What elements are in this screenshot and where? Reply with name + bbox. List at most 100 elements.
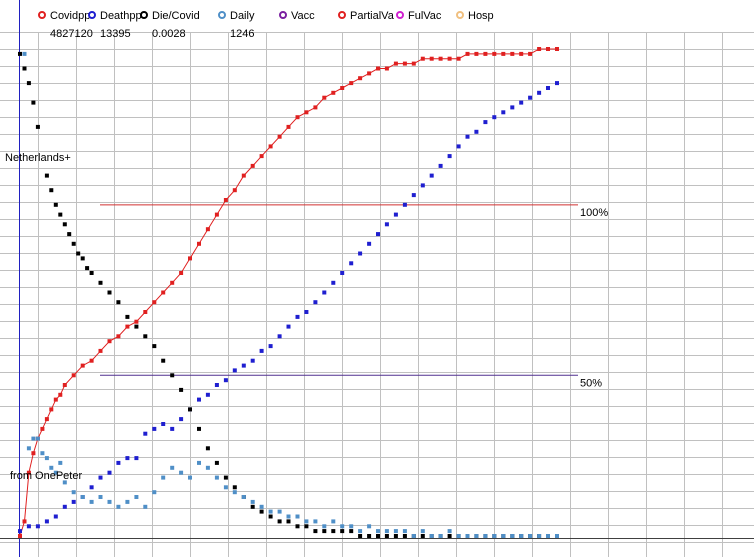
point-covidpp	[26, 470, 31, 475]
point-die-covid	[179, 387, 184, 392]
point-daily	[322, 524, 327, 529]
point-die-covid	[49, 188, 54, 193]
point-die-covid	[53, 202, 58, 207]
point-covidpp	[429, 56, 434, 61]
point-covidpp	[313, 105, 318, 110]
point-daily	[89, 499, 94, 504]
point-covidpp	[295, 115, 300, 120]
point-deathpp	[205, 392, 210, 397]
point-deathpp	[295, 314, 300, 319]
legend-item-daily: Daily 1246	[218, 10, 255, 40]
point-die-covid	[62, 222, 67, 227]
point-daily	[483, 534, 488, 538]
point-covidpp	[465, 51, 470, 56]
point-covidpp	[107, 339, 112, 344]
point-die-covid	[250, 504, 255, 509]
point-covidpp	[322, 95, 327, 100]
point-covidpp	[420, 56, 425, 61]
point-deathpp	[546, 86, 550, 90]
legend-label: Vacc	[291, 10, 315, 22]
legend-value: 1246	[230, 28, 254, 40]
point-die-covid	[143, 334, 148, 339]
point-deathpp	[492, 115, 497, 120]
point-covidpp	[393, 61, 398, 66]
point-deathpp	[214, 383, 219, 387]
legend-label: PartialVa	[350, 10, 395, 22]
point-covidpp	[367, 71, 372, 76]
point-daily	[537, 534, 542, 538]
point-covidpp	[18, 534, 22, 538]
point-daily	[358, 529, 363, 534]
point-die-covid	[31, 100, 36, 105]
point-daily	[80, 495, 85, 499]
point-deathpp	[384, 222, 389, 227]
point-die-covid	[358, 534, 363, 538]
point-deathpp	[250, 358, 255, 363]
point-deathpp	[447, 154, 452, 159]
point-covidpp	[116, 334, 121, 339]
legend-label: Hosp	[468, 10, 494, 22]
point-daily	[331, 519, 336, 524]
point-daily	[349, 524, 354, 529]
point-daily	[152, 490, 157, 495]
point-die-covid	[331, 529, 336, 534]
point-deathpp	[62, 504, 67, 509]
point-covidpp	[31, 451, 36, 456]
point-daily	[179, 470, 184, 475]
point-deathpp	[107, 470, 112, 475]
point-daily	[313, 519, 318, 524]
point-daily	[22, 51, 27, 56]
source-label: from OnePeter	[10, 470, 82, 482]
point-covidpp	[528, 51, 533, 56]
legend-item-die-covid: Die/Covid 0.0028	[140, 10, 200, 40]
point-die-covid	[85, 266, 90, 271]
point-covidpp	[49, 407, 54, 412]
legend-item-hosp: Hosp	[456, 10, 494, 22]
point-covidpp	[179, 271, 184, 275]
point-covidpp	[340, 86, 345, 90]
point-covidpp	[71, 373, 76, 378]
legend-marker	[140, 11, 148, 19]
point-covidpp	[62, 383, 67, 387]
point-deathpp	[322, 290, 327, 295]
point-die-covid	[71, 241, 76, 246]
legend-marker	[456, 11, 464, 19]
point-covidpp	[40, 426, 45, 431]
point-daily	[340, 524, 345, 529]
point-covidpp	[134, 319, 139, 324]
point-die-covid	[107, 290, 112, 295]
point-covidpp	[161, 290, 166, 295]
point-deathpp	[465, 134, 470, 139]
point-daily	[465, 534, 470, 538]
point-covidpp	[402, 61, 407, 66]
point-die-covid	[259, 509, 264, 514]
point-daily	[474, 534, 479, 538]
point-covidpp	[214, 212, 219, 217]
point-die-covid	[18, 51, 22, 56]
point-daily	[277, 509, 282, 514]
point-deathpp	[259, 348, 264, 353]
point-daily	[295, 514, 300, 519]
legend-marker	[279, 11, 287, 19]
point-die-covid	[44, 173, 49, 178]
point-die-covid	[286, 519, 291, 524]
point-covidpp	[510, 51, 515, 56]
point-covidpp	[277, 134, 282, 139]
legend-marker	[38, 11, 46, 19]
point-covidpp	[197, 241, 201, 246]
point-covidpp	[44, 417, 49, 422]
point-deathpp	[420, 183, 425, 188]
point-daily	[125, 499, 130, 504]
point-daily	[98, 495, 103, 499]
point-daily	[250, 499, 255, 504]
point-die-covid	[322, 529, 327, 534]
point-die-covid	[277, 519, 282, 524]
point-deathpp	[555, 81, 559, 86]
legend-value: 13395	[100, 28, 131, 40]
point-deathpp	[152, 426, 157, 431]
point-deathpp	[519, 100, 524, 105]
point-die-covid	[420, 534, 425, 538]
point-daily	[71, 490, 76, 495]
point-deathpp	[89, 485, 94, 490]
